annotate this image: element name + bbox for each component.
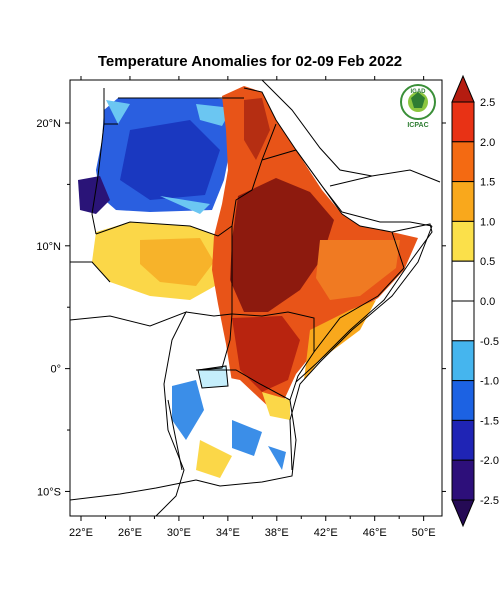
lon-tick-label: 30°E [167,527,191,539]
colorbar-label: -2.0 [480,455,499,467]
border-ethiopia-somalia [313,213,405,353]
anomaly-field [78,86,418,486]
cool-lake-victoria [198,366,228,388]
lon-tick-label: 38°E [265,527,289,539]
lon-tick-label: 26°E [118,527,142,539]
horn-coast [341,211,433,227]
hot-anomaly-north [244,98,270,160]
colorbar-label: -0.5 [480,336,499,348]
igad-logo: IGAD ICPAC [400,84,436,129]
hot-anomaly-kenya [232,316,300,392]
lon-tick-label: 34°E [216,527,240,539]
map-title: Temperature Anomalies for 02-09 Feb 2022 [97,53,403,70]
border-sudan-ethiopia [231,123,277,227]
border-sudan-southsudan [95,221,233,237]
border-zambia [70,479,197,501]
red-sea-arabia-coast [261,80,373,177]
lon-tick-label: 22°E [69,527,93,539]
colorbar-box [451,419,475,461]
colorbar-label: 2.0 [480,137,495,149]
hot-anomaly-somalia [316,240,400,300]
cool-patches-tanzania [172,380,286,470]
lon-tick-label: 42°E [314,527,338,539]
colorbar-box [451,181,475,222]
colorbar-box [451,220,475,262]
map-area: IGAD ICPAC [70,80,442,516]
lat-tick-label: 20°N [36,118,61,130]
border-tanzania [195,369,297,487]
indian-ocean-coast [289,225,433,471]
lat-tick-label: 10°N [36,241,61,253]
cold-anomaly-sudan-core [120,120,220,200]
colorbar-box [451,459,475,501]
colorbar-top-tip [451,74,475,103]
longitude-ticks: 22°E 26°E 30°E 34°E 38°E 42°E 46°E 50°E [69,76,436,539]
logo-bottom-text: ICPAC [407,122,428,129]
border-car [70,261,111,283]
warm-patches-tanzania [196,392,290,478]
coastlines [167,80,433,471]
colorbar-box [451,101,475,143]
lake-tanganyika [167,399,183,471]
colorbar-box [451,141,475,183]
colorbar-label: 2.5 [480,97,495,109]
colorbar-label: 0.0 [480,296,495,308]
lon-tick-label: 46°E [363,527,387,539]
hot-anomaly-core [230,178,334,312]
colorbar-box [451,380,475,421]
lat-tick-label: 10°S [37,486,61,498]
colorbar-label: -1.5 [480,415,499,427]
lon-tick-label: 50°E [412,527,436,539]
colorbar-box [451,260,475,302]
border-kenya [231,311,315,401]
border-uganda [185,311,233,371]
latitude-ticks: 20°N 10°N 0° 10°S [36,118,446,498]
colorbar: 2.5 2.0 1.5 1.0 0.5 0.0 -0.5 -1.0 -1.5 -2.0 -2.5 [451,74,499,528]
cold-anomaly-west [78,176,110,214]
colorbar-label: 1.0 [480,216,495,228]
lat-tick-label: 0° [50,364,61,376]
cold-light-patches [106,100,232,214]
border-yemen [329,169,441,187]
red-sea-coast [243,87,343,213]
logo-top-text: IGAD [411,89,427,95]
lake-victoria [197,365,229,389]
colorbar-label: -2.5 [480,495,499,507]
border-chad-sudan [91,123,105,235]
colorbar-label: 1.5 [480,177,495,189]
colorbar-box [451,340,475,382]
colorbar-label: -1.0 [480,376,499,388]
colorbar-box [451,300,475,342]
warm-anomaly-southsudan-orange [140,238,214,286]
map-frame [69,79,443,517]
colorbar-label: 0.5 [480,256,495,268]
colorbar-bottom-tip [451,499,475,528]
